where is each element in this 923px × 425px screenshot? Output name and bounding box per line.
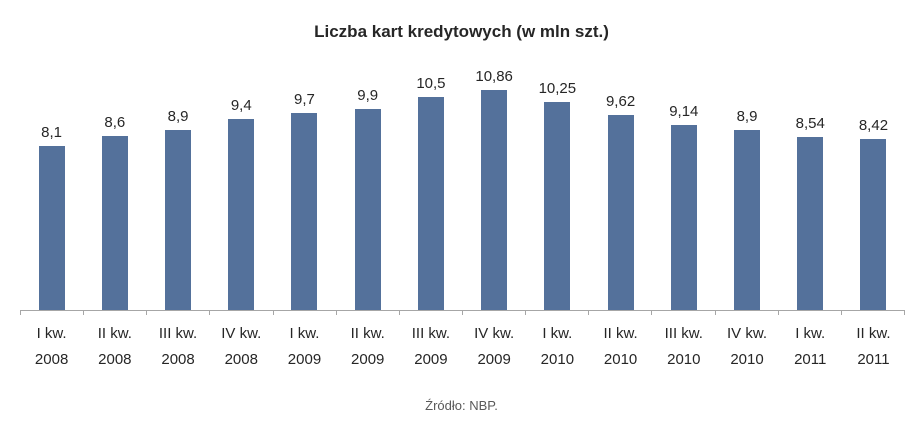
x-axis-label: II kw. 2011	[856, 325, 891, 369]
bar-column: 8,1	[20, 124, 83, 310]
bar-value-label: 8,54	[795, 115, 825, 132]
axis-tick-cell	[652, 311, 716, 315]
bar-column: 8,6	[83, 114, 146, 310]
bar	[860, 139, 887, 310]
bar-column: 10,86	[463, 68, 526, 310]
axis-tick-cell	[20, 311, 85, 315]
bar	[607, 115, 634, 310]
bar-value-label: 10,86	[475, 68, 513, 85]
bar-value-label: 9,4	[230, 97, 252, 114]
x-axis-label: III kw. 2008	[158, 325, 198, 369]
bar-value-label: 8,9	[167, 108, 189, 125]
axis-tick-cell	[210, 311, 274, 315]
plot-area: 8,1 8,6 8,9 9,4 9,7 9,9 10,5 10,86 10,25 9,62 9,14…	[20, 42, 905, 310]
x-axis-ticks	[20, 311, 905, 315]
bar	[670, 125, 697, 310]
x-axis-label: I kw. 2010	[540, 325, 575, 369]
x-axis-label: I kw. 2009	[287, 325, 322, 369]
bar-column: 10,25	[526, 80, 589, 310]
axis-tick-cell	[400, 311, 463, 315]
bar-column: 8,9	[715, 108, 778, 310]
bar-column: 9,62	[589, 93, 652, 310]
x-axis-line	[20, 310, 905, 311]
axis-tick-cell	[779, 311, 842, 315]
x-axis-labels: I kw. 2008 II kw. 2008 III kw. 2008 IV kw. 2008…	[20, 321, 905, 374]
x-axis-label: II kw. 2010	[603, 325, 638, 369]
bar-column: 9,14	[652, 103, 715, 310]
source-note: Źródło: NBP.	[425, 398, 498, 413]
axis-tick-cell	[84, 311, 148, 315]
bar-value-label: 10,25	[538, 80, 577, 97]
bar	[481, 90, 508, 310]
axis-tick-cell	[463, 311, 527, 315]
x-axis-label: II kw. 2008	[97, 325, 132, 369]
x-axis-label: II kw. 2009	[350, 325, 385, 369]
bar-column: 9,7	[273, 91, 336, 310]
bar	[165, 130, 192, 310]
x-axis-label: IV kw. 2010	[727, 325, 768, 369]
chart-title: Liczba kart kredytowych (w mln szt.)	[314, 22, 609, 41]
bar-value-label: 8,42	[858, 117, 889, 134]
bar-column: 8,9	[146, 108, 209, 310]
x-axis-label: III kw. 2009	[411, 325, 451, 369]
bar-column: 9,9	[336, 87, 399, 310]
bar-column: 8,42	[842, 117, 905, 310]
bar	[38, 146, 65, 310]
bar	[734, 130, 761, 310]
x-axis-label: I kw. 2008	[34, 325, 69, 369]
bar-value-label: 9,7	[294, 91, 315, 108]
bar	[228, 119, 255, 310]
bar-value-label: 9,14	[669, 103, 699, 120]
axis-tick-cell	[716, 311, 779, 315]
bar-column: 9,4	[210, 97, 273, 310]
x-axis-label: IV kw. 2008	[221, 325, 262, 369]
bar	[417, 97, 444, 310]
bar-column: 10,5	[399, 75, 462, 310]
bar-value-label: 9,9	[357, 87, 379, 104]
x-axis-label: III kw. 2010	[664, 325, 703, 369]
bar	[101, 136, 128, 310]
bar-column: 8,54	[779, 115, 842, 310]
bar-value-label: 10,5	[416, 75, 446, 92]
bar-value-label: 8,6	[104, 114, 126, 131]
bar	[291, 113, 318, 310]
axis-tick-cell	[526, 311, 590, 315]
bar	[354, 109, 381, 310]
axis-tick-cell	[337, 311, 400, 315]
axis-tick-cell	[842, 311, 905, 315]
axis-tick-cell	[274, 311, 337, 315]
axis-tick-cell	[147, 311, 211, 315]
x-axis-label: IV kw. 2009	[474, 325, 515, 369]
bar	[544, 102, 571, 310]
x-axis-label: I kw. 2011	[794, 325, 827, 369]
bar-value-label: 8,1	[41, 124, 63, 141]
bar-value-label: 9,62	[605, 93, 636, 110]
bar-value-label: 8,9	[736, 108, 758, 125]
bar	[797, 137, 824, 310]
axis-tick-cell	[589, 311, 653, 315]
